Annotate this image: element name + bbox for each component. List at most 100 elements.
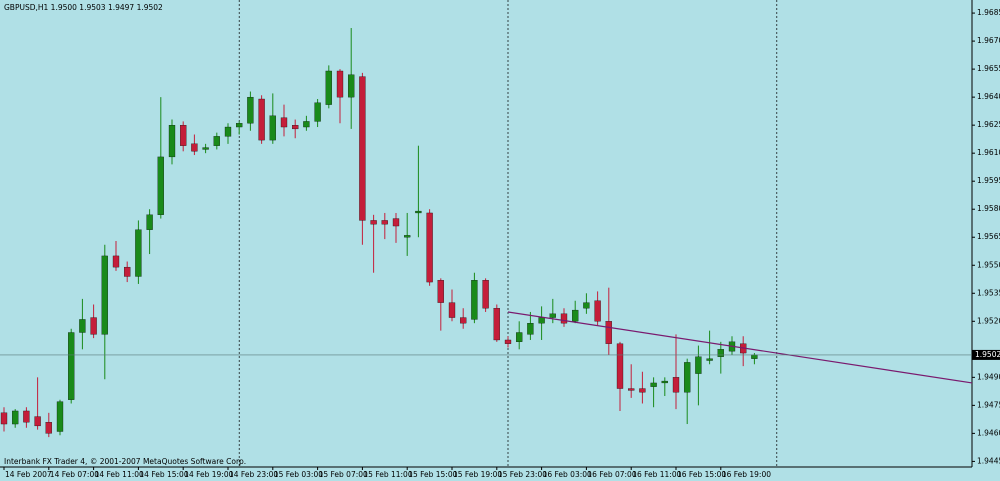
x-tick-label: 14 Feb 2007 (5, 470, 52, 479)
candle-body (146, 214, 153, 230)
candle-body (706, 358, 713, 361)
candle-body (415, 210, 422, 214)
x-tick-label: 15 Feb 15:00 (408, 470, 457, 479)
candle-body (224, 126, 232, 137)
candle-body (247, 96, 254, 124)
candle-body (392, 218, 400, 227)
candle-body (426, 212, 433, 283)
candle-body (572, 309, 579, 322)
x-tick-label: 16 Feb 19:00 (722, 470, 771, 479)
candle-body (79, 319, 86, 333)
candle-body (68, 332, 75, 400)
candle-body (628, 388, 635, 391)
candle-body (504, 339, 512, 344)
candle-body (191, 143, 198, 152)
chart-title: GBPUSD,H1 1.9500 1.9503 1.9497 1.9502 (4, 3, 163, 12)
candle-body (695, 356, 702, 374)
candle-body (493, 308, 500, 341)
candle-body (404, 235, 411, 238)
candle-body (751, 354, 758, 359)
candle-body (202, 147, 209, 150)
candle-body (527, 323, 534, 335)
y-tick-label: 1.9565 (977, 232, 1000, 241)
x-tick-label: 16 Feb 07:00 (587, 470, 636, 479)
candle-body (650, 382, 657, 387)
candle-body (112, 255, 120, 268)
candle-body (616, 343, 624, 389)
candle-body (236, 123, 243, 128)
candle-body (314, 102, 321, 122)
candle-body (0, 412, 8, 425)
y-tick-label: 1.9535 (977, 288, 1000, 297)
candle-body (34, 416, 41, 427)
footer: Interbank FX Trader 4, © 2001-2007 MetaQ… (4, 457, 246, 466)
candle-body (280, 117, 288, 128)
y-tick-label: 1.9670 (977, 36, 1000, 45)
candle-body (90, 317, 97, 335)
x-tick-label: 15 Feb 11:00 (363, 470, 412, 479)
candle-body (460, 317, 467, 324)
candle-body (23, 410, 30, 423)
x-tick-label: 15 Feb 07:00 (319, 470, 368, 479)
x-tick-label: 15 Feb 23:00 (498, 470, 547, 479)
y-tick-label: 1.9490 (977, 372, 1000, 381)
candle-body (381, 220, 388, 225)
y-tick-label: 1.9655 (977, 64, 1000, 73)
candle-body (135, 229, 142, 277)
y-tick-label: 1.9595 (977, 176, 1000, 185)
y-tick-label: 1.9685 (977, 8, 1000, 17)
candle-body (359, 76, 366, 221)
candle-body (583, 302, 590, 309)
candle-body (684, 362, 691, 393)
x-tick-label: 14 Feb 23:00 (229, 470, 278, 479)
last-price-label: 1.9502 (975, 350, 1000, 359)
candle-body (594, 300, 601, 322)
candle-body (560, 313, 568, 324)
x-tick-label: 16 Feb 03:00 (543, 470, 592, 479)
candle-body (168, 125, 176, 158)
candle-body (516, 332, 523, 342)
y-tick-label: 1.9550 (977, 260, 1000, 269)
candle-body (672, 377, 680, 393)
candle-body (437, 280, 444, 303)
candle-body (348, 74, 355, 98)
candle-body (269, 115, 276, 141)
candle-body (45, 422, 52, 434)
candle-body (448, 302, 456, 318)
candle-body (303, 121, 310, 128)
candle-body (325, 70, 332, 105)
x-tick-label: 14 Feb 11:00 (95, 470, 144, 479)
last-price-box (972, 349, 1000, 360)
candle-body (639, 388, 646, 393)
x-tick-label: 14 Feb 19:00 (184, 470, 233, 479)
candle-body (258, 98, 265, 141)
candle-body (56, 401, 64, 432)
candle-body (213, 136, 220, 146)
y-tick-label: 1.9580 (977, 204, 1000, 213)
x-tick-label: 15 Feb 03:00 (274, 470, 323, 479)
x-tick-label: 14 Feb 15:00 (139, 470, 188, 479)
candle-body (12, 410, 19, 425)
y-tick-label: 1.9610 (977, 148, 1000, 157)
x-tick-label: 16 Feb 11:00 (632, 470, 681, 479)
y-tick-label: 1.9475 (977, 400, 1000, 409)
y-tick-label: 1.9625 (977, 120, 1000, 129)
candle-body (292, 125, 299, 130)
y-tick-label: 1.9640 (977, 92, 1000, 101)
x-tick-label: 15 Feb 19:00 (453, 470, 502, 479)
x-tick-label: 14 Feb 07:00 (50, 470, 99, 479)
y-tick-label: 1.9445 (977, 456, 1000, 465)
candle-body (124, 266, 131, 277)
candle-body (717, 349, 724, 357)
trendline (507, 311, 973, 384)
candle-body (370, 220, 377, 225)
y-tick-label: 1.9460 (977, 428, 1000, 437)
candle-body (549, 313, 556, 318)
candle-body (661, 380, 668, 384)
x-tick-label: 16 Feb 15:00 (677, 470, 726, 479)
candle-body (538, 317, 545, 324)
candle-body (471, 280, 478, 320)
candle-body (482, 280, 489, 309)
